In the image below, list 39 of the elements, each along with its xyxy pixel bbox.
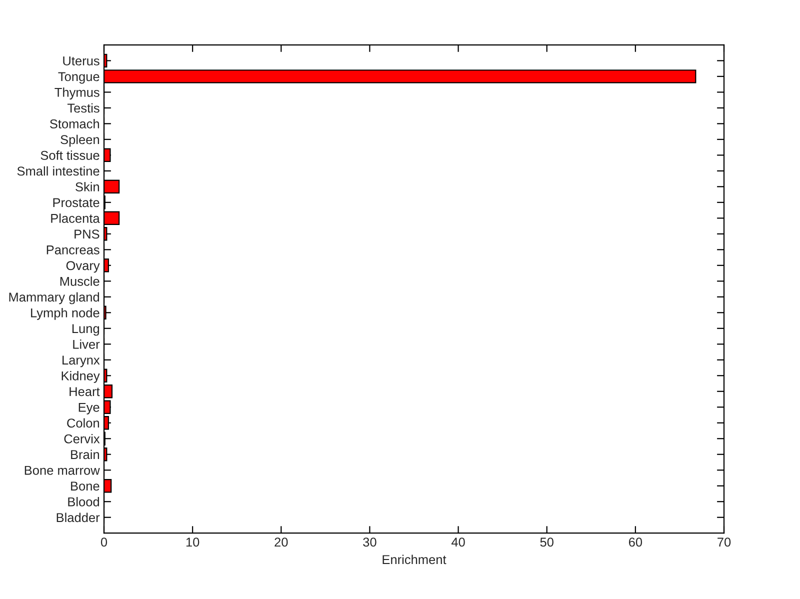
y-tick-label: Bone — [71, 482, 100, 491]
x-tick-label: 70 — [718, 538, 731, 547]
x-tick-label: 60 — [628, 538, 642, 547]
x-tick-label: 30 — [363, 538, 376, 547]
y-tick-label: Blood — [68, 496, 100, 506]
y-tick-label: Liver — [73, 340, 100, 349]
y-tick-label: Pancreas — [46, 245, 100, 254]
y-tick-label: PNS — [74, 230, 100, 239]
y-tick-label: Lung — [72, 324, 100, 336]
y-tick-label: Tongue — [58, 72, 100, 84]
y-tick-label: Kidney — [62, 371, 100, 383]
y-tick-label: Placenta — [51, 214, 100, 223]
y-tick-label: Lymph node — [31, 308, 100, 320]
x-axis-title: Enrichment — [382, 554, 446, 564]
y-tick-label: Soft tissue — [40, 150, 100, 160]
y-tick-label: Stomach — [50, 119, 100, 128]
y-tick-label: Brain — [71, 450, 100, 460]
y-tick-label: Ovary — [66, 261, 100, 273]
y-tick-label: Prostate — [53, 198, 100, 208]
x-tick-label: 10 — [186, 538, 200, 547]
y-tick-label: Eye — [78, 402, 100, 414]
x-tick-label: 20 — [274, 538, 288, 547]
y-tick-label: Bone marrow — [24, 466, 100, 475]
y-tick-label: Bladder — [56, 512, 100, 522]
y-tick-label: Testis — [67, 103, 100, 113]
y-tick-label: Uterus — [63, 56, 100, 66]
y-tick-label: Skin — [76, 182, 100, 192]
y-tick-label: Larynx — [62, 356, 100, 368]
y-tick-label: Muscle — [60, 276, 100, 286]
y-tick-label: Cervix — [64, 434, 100, 444]
x-tick-label: 50 — [540, 538, 554, 547]
y-tick-label: Heart — [70, 387, 100, 396]
y-tick-label: Small intestine — [17, 166, 100, 176]
y-tick-label: Colon — [67, 418, 100, 428]
y-tick-label: Thymus — [54, 88, 100, 100]
y-tick-label: Mammary gland — [9, 292, 100, 304]
x-tick-label: 40 — [451, 538, 465, 547]
y-tick-label: Spleen — [60, 134, 100, 147]
x-tick-label: 0 — [100, 538, 108, 547]
